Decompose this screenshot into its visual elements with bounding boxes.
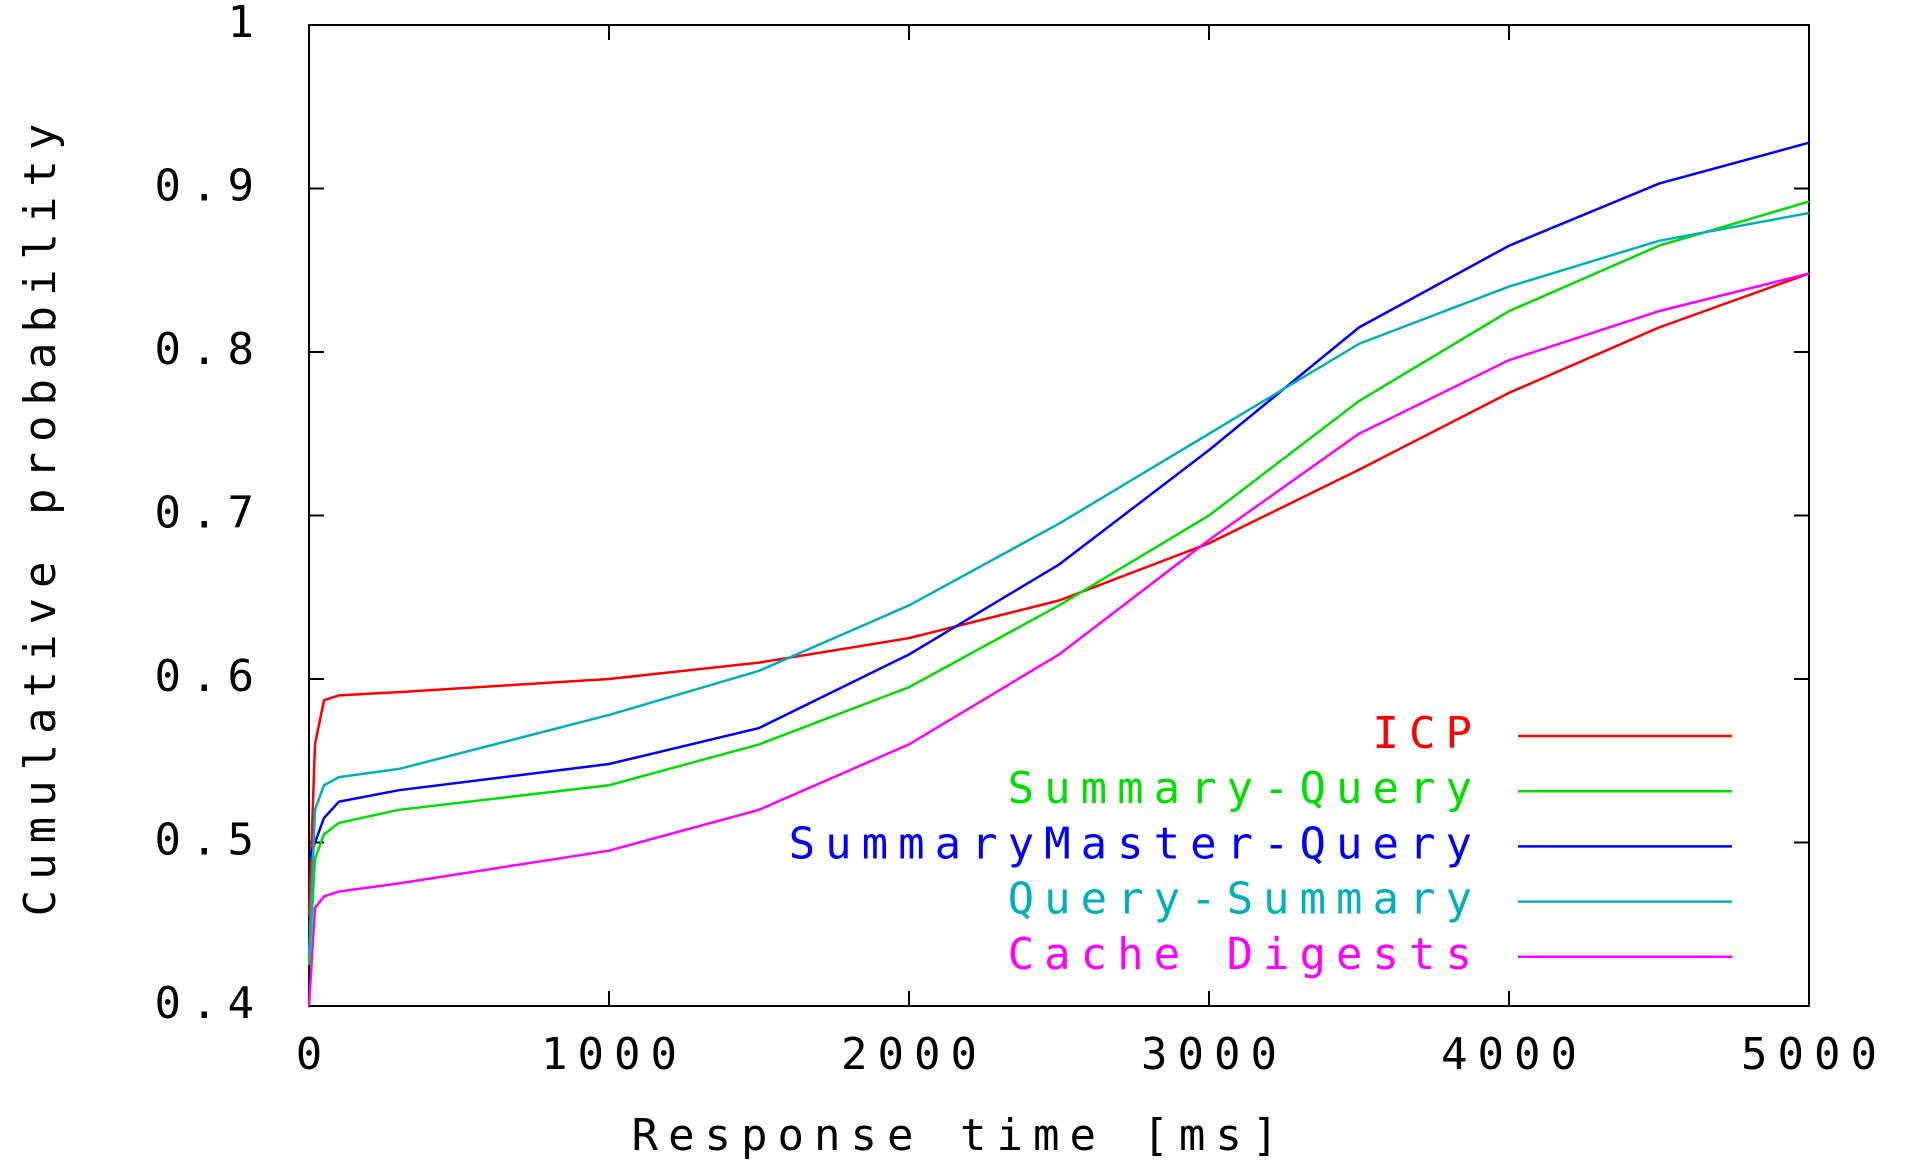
legend-label: SummaryMaster-Query (789, 818, 1482, 869)
x-tick-label: 2000 (841, 1029, 987, 1080)
y-tick-label: 1 (228, 0, 265, 48)
y-tick-label: 0.9 (155, 161, 264, 212)
x-axis-title: Response time [ms] (632, 1110, 1289, 1161)
y-tick-label: 0.8 (155, 324, 264, 375)
series-line (307, 141, 1810, 860)
y-axis-title: Cumulative probability (15, 114, 66, 917)
legend-label: Summary-Query (1008, 763, 1482, 814)
y-tick-label: 0.6 (155, 651, 264, 702)
series-line (307, 272, 1810, 1007)
series-line (307, 272, 1810, 917)
y-tick-label: 0.4 (155, 978, 264, 1029)
x-tick-label: 5000 (1741, 1029, 1887, 1080)
legend-label: ICP (1373, 708, 1482, 759)
y-tick-label: 0.7 (155, 488, 264, 539)
legend-label: Query-Summary (1008, 874, 1482, 925)
x-tick-label: 0 (296, 1029, 333, 1080)
x-tick-label: 1000 (541, 1029, 687, 1080)
legend-label: Cache Digests (1008, 929, 1482, 980)
series-line (307, 200, 1810, 966)
x-tick-label: 4000 (1441, 1029, 1587, 1080)
x-tick-label: 3000 (1141, 1029, 1287, 1080)
series-line (307, 211, 1810, 958)
y-tick-label: 0.5 (155, 815, 264, 866)
